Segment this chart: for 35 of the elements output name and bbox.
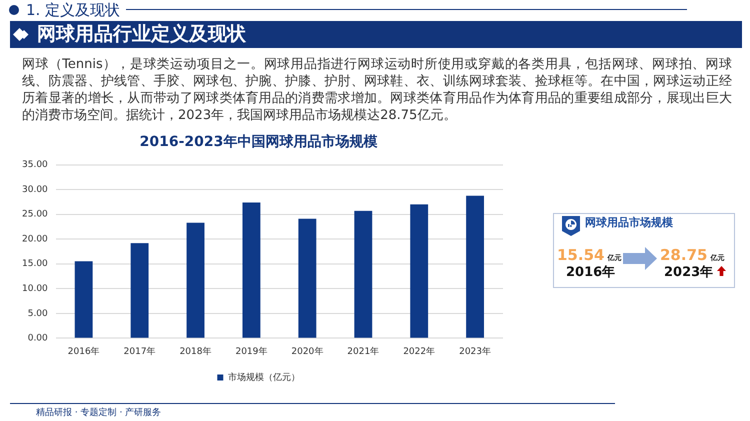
y-tick-label: 5.00: [28, 308, 48, 319]
x-tick-label: 2016年: [68, 346, 100, 357]
x-tick-label: 2019年: [235, 346, 268, 357]
legend-label: 市场规模（亿元）: [228, 372, 300, 383]
bar: [410, 204, 428, 338]
x-tick-label: 2023年: [459, 346, 491, 357]
y-tick-label: 15.00: [22, 259, 48, 270]
text: 精品研报 · 专题定制 · 产研服务: [36, 407, 162, 419]
x-tick-label: 2017年: [124, 346, 156, 357]
text: 15.54: [557, 246, 604, 264]
y-tick-label: 0.00: [28, 334, 48, 344]
y-tick-label: 20.00: [22, 234, 48, 244]
bar: [466, 196, 484, 338]
x-tick-label: 2021年: [347, 346, 380, 357]
x-tick-label: 2018年: [180, 346, 212, 357]
bar: [242, 202, 260, 338]
bar: [298, 218, 316, 338]
text: 网球用品行业定义及现状: [37, 23, 246, 46]
bar: [354, 210, 372, 338]
x-tick-label: 2020年: [291, 346, 324, 357]
y-tick-label: 30.00: [22, 184, 48, 195]
y-tick-label: 10.00: [22, 284, 48, 294]
bar: [186, 222, 204, 338]
x-tick-label: 2022年: [403, 346, 436, 357]
text: 28.75: [660, 246, 708, 264]
text: 2016年: [566, 265, 616, 281]
text: 2023年: [664, 265, 714, 281]
y-tick-label: 35.00: [22, 160, 48, 170]
y-tick-label: 25.00: [22, 210, 48, 220]
chart-title: 2016-2023年中国网球用品市场规模: [140, 133, 378, 150]
text: 网球用品市场规模: [585, 216, 673, 230]
text: 网球（Tennis），是球类运动项目之一。网球用品指进行网球运动时所使用或穿戴的各类用具，包括网球、网球拍、网球线、防震器、护线管、手胶、网球包、护腕、护膝、护肘、网球鞋、衣、训练网球套装、捡球框等。在中国，网球运动正经历着显著的增长，从而带动了网球类体育用品的消费需求增加。网球类体育用品作为体育用品的重要组成部分，展现出巨大的消费市场空间。据统计，2023年，我国网球用品市场规模达28.75亿元。: [22, 56, 732, 124]
bar: [130, 243, 149, 338]
text: 1. 定义及现状: [26, 1, 120, 19]
bar: [74, 261, 93, 338]
